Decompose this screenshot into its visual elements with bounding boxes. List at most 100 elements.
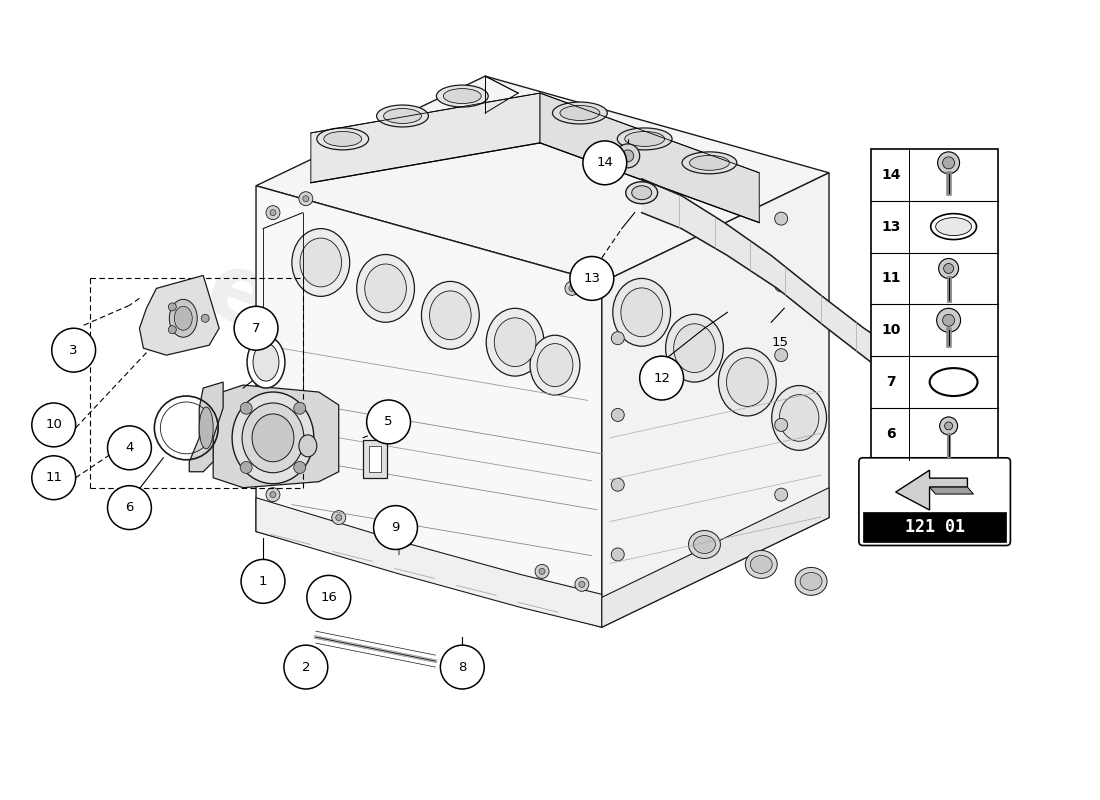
Ellipse shape <box>666 314 724 382</box>
Ellipse shape <box>365 264 406 313</box>
Ellipse shape <box>800 572 822 590</box>
Circle shape <box>774 488 788 501</box>
Text: euroPARTS: euroPARTS <box>194 243 768 527</box>
Circle shape <box>294 402 306 414</box>
Ellipse shape <box>750 555 772 574</box>
Ellipse shape <box>443 89 481 103</box>
Polygon shape <box>895 470 967 510</box>
Circle shape <box>539 569 544 574</box>
Circle shape <box>616 144 640 168</box>
Polygon shape <box>930 487 974 494</box>
Circle shape <box>774 349 788 362</box>
Circle shape <box>398 533 412 546</box>
Text: 2: 2 <box>301 661 310 674</box>
Polygon shape <box>311 93 540 182</box>
Ellipse shape <box>199 407 213 449</box>
Ellipse shape <box>690 155 729 170</box>
Ellipse shape <box>252 414 294 462</box>
Circle shape <box>32 403 76 447</box>
Text: 15: 15 <box>771 336 789 349</box>
Text: 121 01: 121 01 <box>904 518 965 535</box>
Circle shape <box>579 582 585 587</box>
Circle shape <box>565 282 579 295</box>
Polygon shape <box>213 385 339 488</box>
Circle shape <box>332 510 345 525</box>
Ellipse shape <box>780 394 818 442</box>
Ellipse shape <box>682 152 737 174</box>
Text: 6: 6 <box>125 501 134 514</box>
Ellipse shape <box>537 343 573 386</box>
Polygon shape <box>256 186 602 627</box>
Text: 11: 11 <box>881 271 901 286</box>
Circle shape <box>284 645 328 689</box>
Ellipse shape <box>356 254 415 322</box>
Ellipse shape <box>292 229 350 296</box>
Ellipse shape <box>795 567 827 595</box>
Ellipse shape <box>693 535 715 554</box>
Circle shape <box>294 462 306 474</box>
Circle shape <box>241 559 285 603</box>
Circle shape <box>240 402 252 414</box>
Polygon shape <box>602 488 829 627</box>
Circle shape <box>937 308 960 332</box>
Circle shape <box>583 141 627 185</box>
FancyBboxPatch shape <box>363 440 386 478</box>
Circle shape <box>270 210 276 216</box>
Ellipse shape <box>625 131 664 146</box>
Ellipse shape <box>931 214 977 239</box>
Circle shape <box>535 565 549 578</box>
Circle shape <box>944 263 954 274</box>
Ellipse shape <box>174 306 192 330</box>
Circle shape <box>392 521 406 534</box>
Circle shape <box>612 548 624 561</box>
FancyBboxPatch shape <box>368 446 381 472</box>
Ellipse shape <box>437 85 488 107</box>
Ellipse shape <box>613 278 671 346</box>
Polygon shape <box>602 173 829 627</box>
Circle shape <box>299 192 312 206</box>
Ellipse shape <box>718 348 777 416</box>
Ellipse shape <box>626 182 658 204</box>
Text: 4: 4 <box>125 442 134 454</box>
Circle shape <box>774 212 788 225</box>
Circle shape <box>945 422 953 430</box>
Ellipse shape <box>673 324 715 373</box>
Ellipse shape <box>248 336 285 388</box>
Text: 14: 14 <box>881 168 901 182</box>
FancyBboxPatch shape <box>871 149 999 460</box>
Ellipse shape <box>620 288 662 337</box>
Ellipse shape <box>169 299 197 338</box>
Ellipse shape <box>384 109 421 123</box>
Ellipse shape <box>317 128 368 150</box>
Circle shape <box>612 478 624 491</box>
Ellipse shape <box>494 318 536 366</box>
Ellipse shape <box>242 403 304 473</box>
Circle shape <box>943 314 955 326</box>
Ellipse shape <box>617 128 672 150</box>
Ellipse shape <box>232 392 314 484</box>
Text: 12: 12 <box>653 371 670 385</box>
Text: 3: 3 <box>69 344 78 357</box>
Circle shape <box>581 266 595 279</box>
Polygon shape <box>641 178 896 382</box>
Ellipse shape <box>451 655 473 673</box>
Ellipse shape <box>530 335 580 395</box>
Circle shape <box>943 157 955 169</box>
Circle shape <box>569 286 575 291</box>
Circle shape <box>612 332 624 345</box>
Polygon shape <box>140 275 219 355</box>
Circle shape <box>52 328 96 372</box>
Ellipse shape <box>300 238 342 287</box>
Ellipse shape <box>454 658 470 670</box>
Circle shape <box>938 258 958 278</box>
Ellipse shape <box>772 386 826 450</box>
Circle shape <box>108 486 152 530</box>
Ellipse shape <box>421 282 480 349</box>
Text: 6: 6 <box>886 427 895 441</box>
Polygon shape <box>540 93 759 222</box>
Text: 13: 13 <box>881 220 901 234</box>
Ellipse shape <box>887 350 906 380</box>
Circle shape <box>621 150 634 162</box>
Text: 16: 16 <box>320 591 338 604</box>
Circle shape <box>585 270 591 275</box>
